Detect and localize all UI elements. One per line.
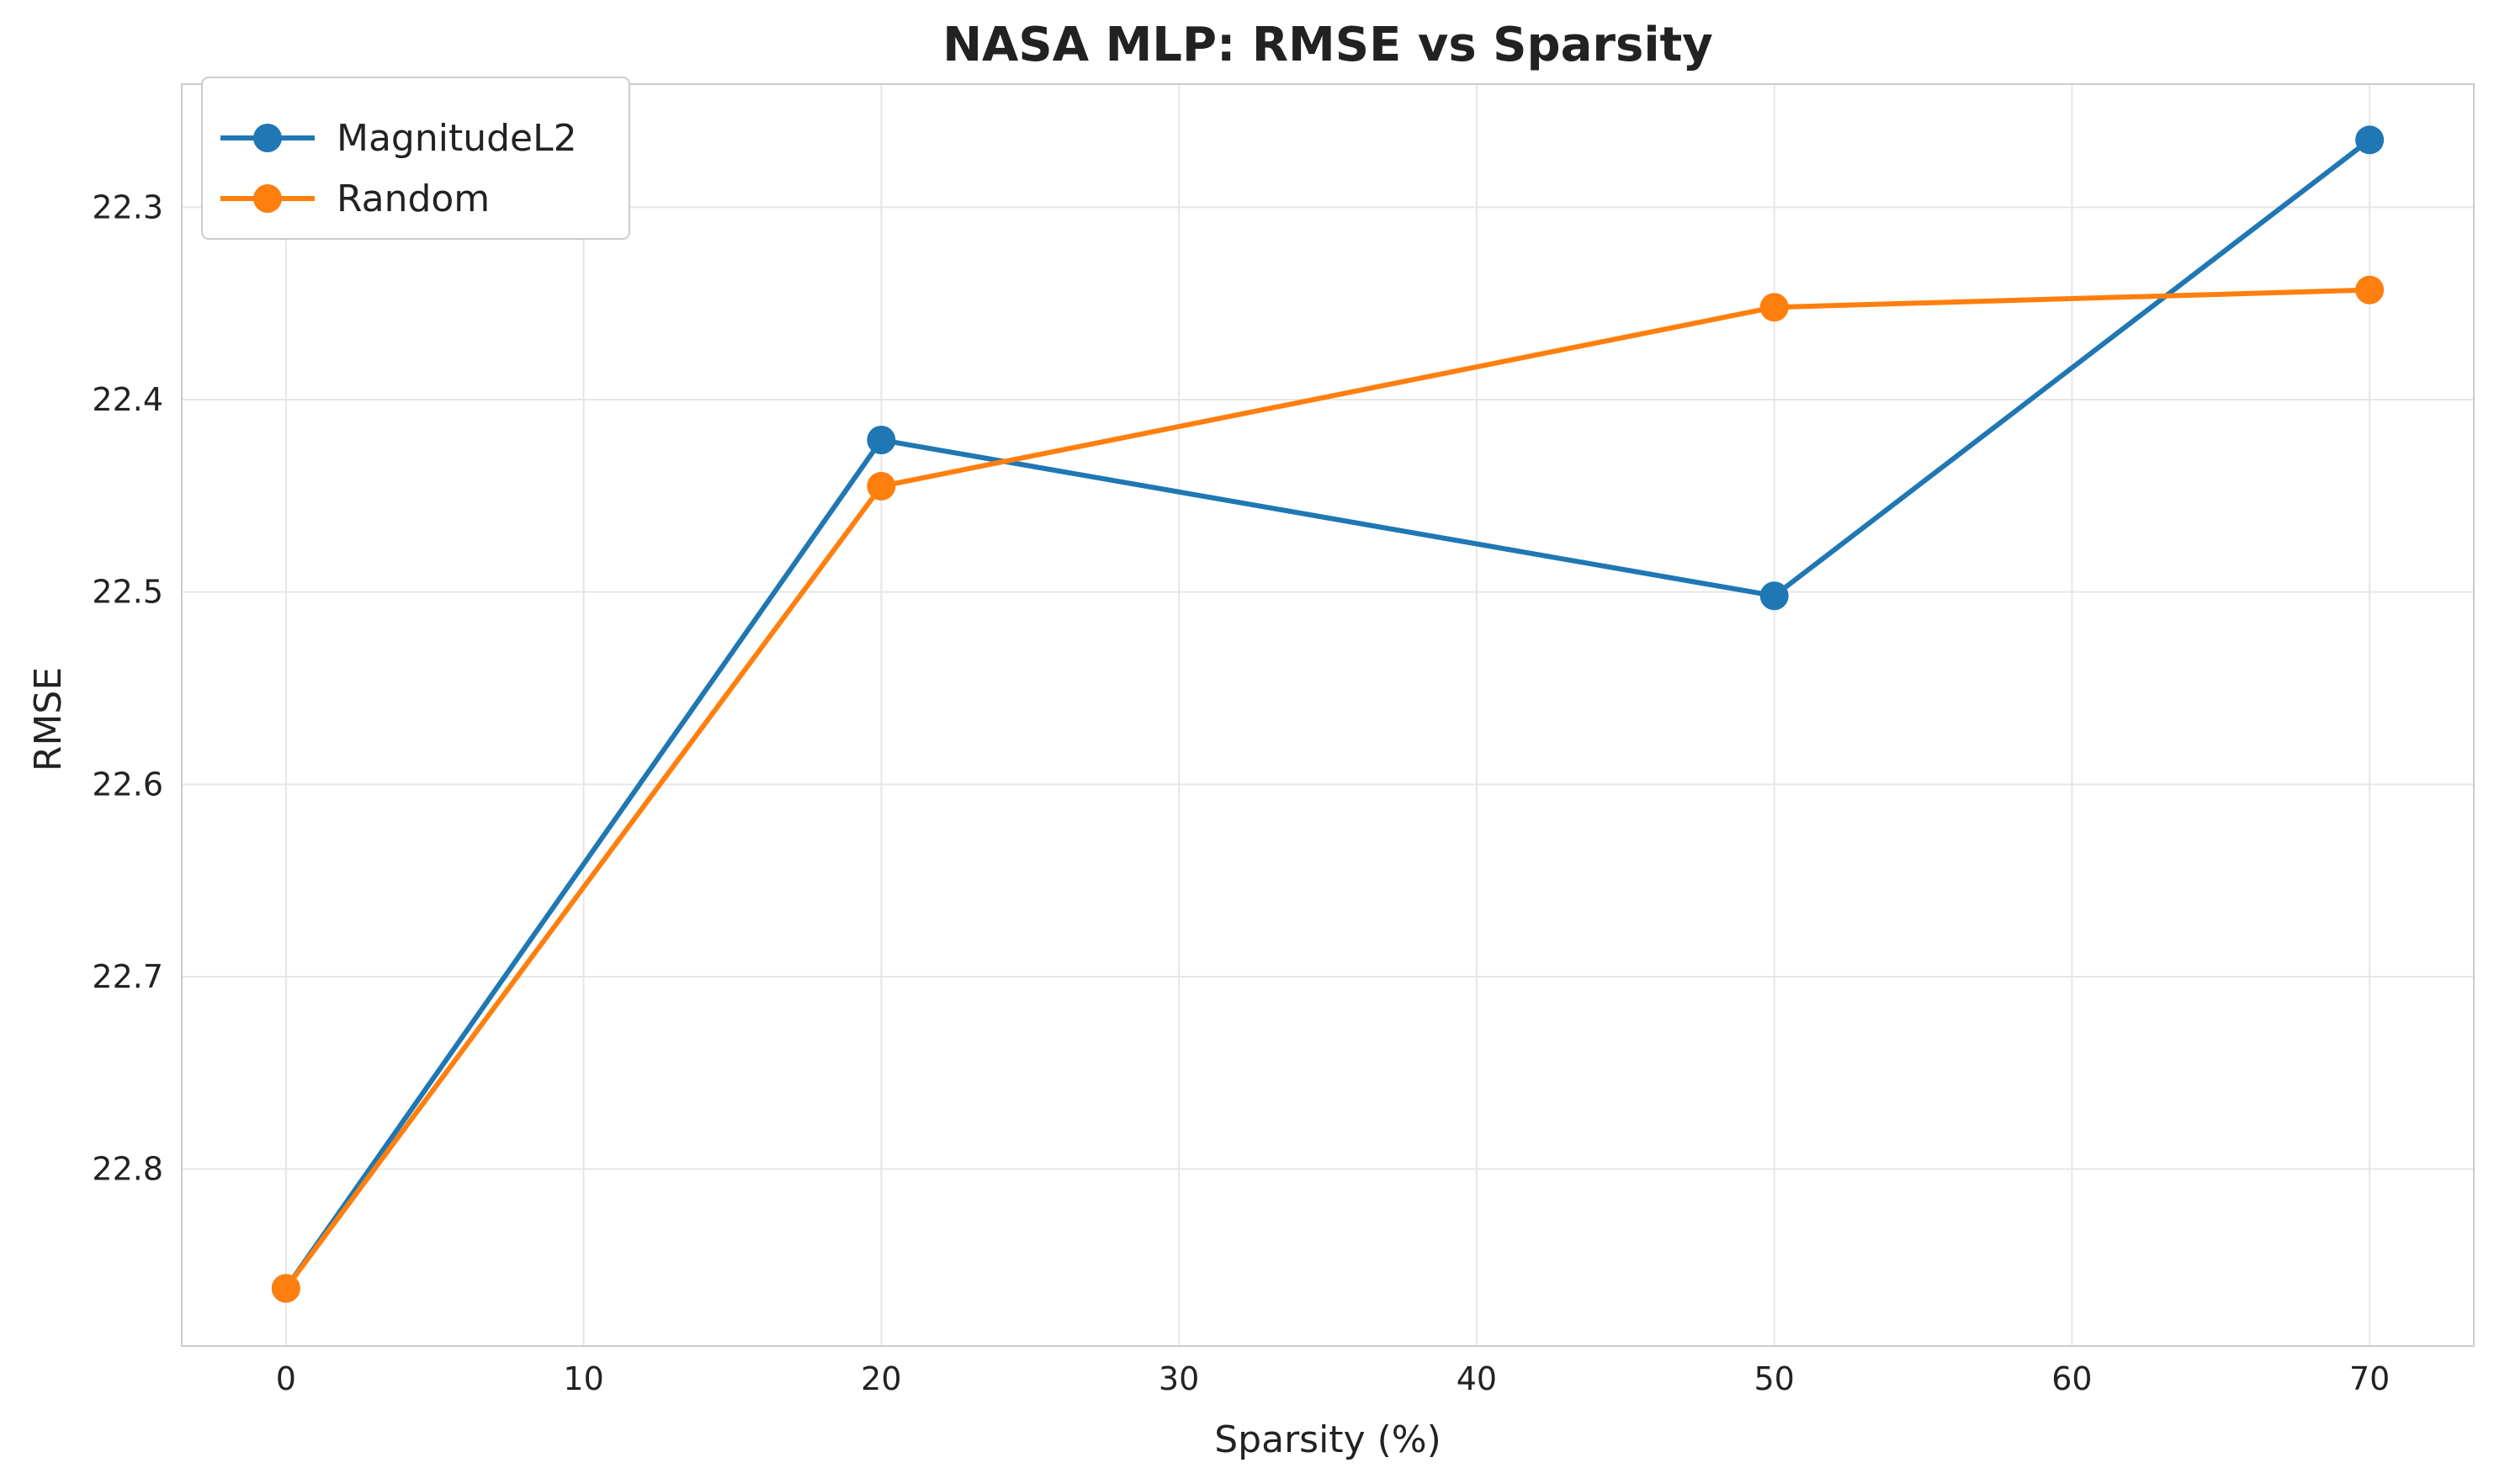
legend-marker-random bbox=[253, 184, 282, 213]
x-tick-label: 50 bbox=[1754, 1360, 1794, 1397]
y-tick-label: 22.8 bbox=[92, 1151, 163, 1188]
plot-area-frame bbox=[181, 83, 2475, 1347]
y-tick-label: 22.6 bbox=[92, 766, 163, 803]
y-tick-label: 22.4 bbox=[92, 381, 163, 418]
legend-entry-random: Random bbox=[220, 178, 490, 220]
data-point-magnitudel2 bbox=[1759, 581, 1789, 611]
y-axis-ticks: 22.3 22.4 22.5 22.6 22.7 22.8 bbox=[92, 188, 163, 1187]
legend-marker-magnitudel2 bbox=[253, 124, 282, 152]
x-tick-label: 30 bbox=[1159, 1360, 1199, 1397]
x-tick-label: 70 bbox=[2349, 1360, 2390, 1397]
x-axis-ticks: 0 10 20 30 40 50 60 70 bbox=[276, 1360, 2391, 1397]
legend-entry-magnitudel2: MagnitudeL2 bbox=[220, 117, 577, 160]
x-tick-label: 20 bbox=[861, 1360, 901, 1397]
data-point-random bbox=[271, 1274, 300, 1303]
chart-title: NASA MLP: RMSE vs Sparsity bbox=[942, 18, 1713, 72]
series-layer bbox=[271, 125, 2385, 1303]
legend-label-magnitudel2: MagnitudeL2 bbox=[337, 117, 577, 160]
x-axis-label: Sparsity (%) bbox=[1214, 1418, 1441, 1461]
y-tick-label: 22.3 bbox=[92, 188, 163, 225]
series-line-magnitudel2 bbox=[284, 137, 2372, 1291]
data-point-random bbox=[1759, 293, 1789, 322]
legend: MagnitudeL2 Random bbox=[201, 77, 630, 240]
y-axis-label: RMSE bbox=[27, 667, 70, 771]
data-point-magnitudel2 bbox=[867, 426, 896, 455]
y-tick-label: 22.5 bbox=[92, 574, 163, 611]
x-tick-label: 60 bbox=[2051, 1360, 2092, 1397]
series-random bbox=[271, 275, 2385, 1303]
series-line-random bbox=[284, 287, 2370, 1291]
data-point-magnitudel2 bbox=[2355, 125, 2385, 155]
y-tick-label: 22.7 bbox=[92, 958, 163, 995]
x-tick-label: 0 bbox=[276, 1360, 296, 1397]
data-point-random bbox=[867, 471, 896, 501]
x-tick-label: 10 bbox=[563, 1360, 603, 1397]
legend-label-random: Random bbox=[337, 178, 490, 220]
data-point-random bbox=[2355, 275, 2385, 305]
x-tick-label: 40 bbox=[1457, 1360, 1497, 1397]
